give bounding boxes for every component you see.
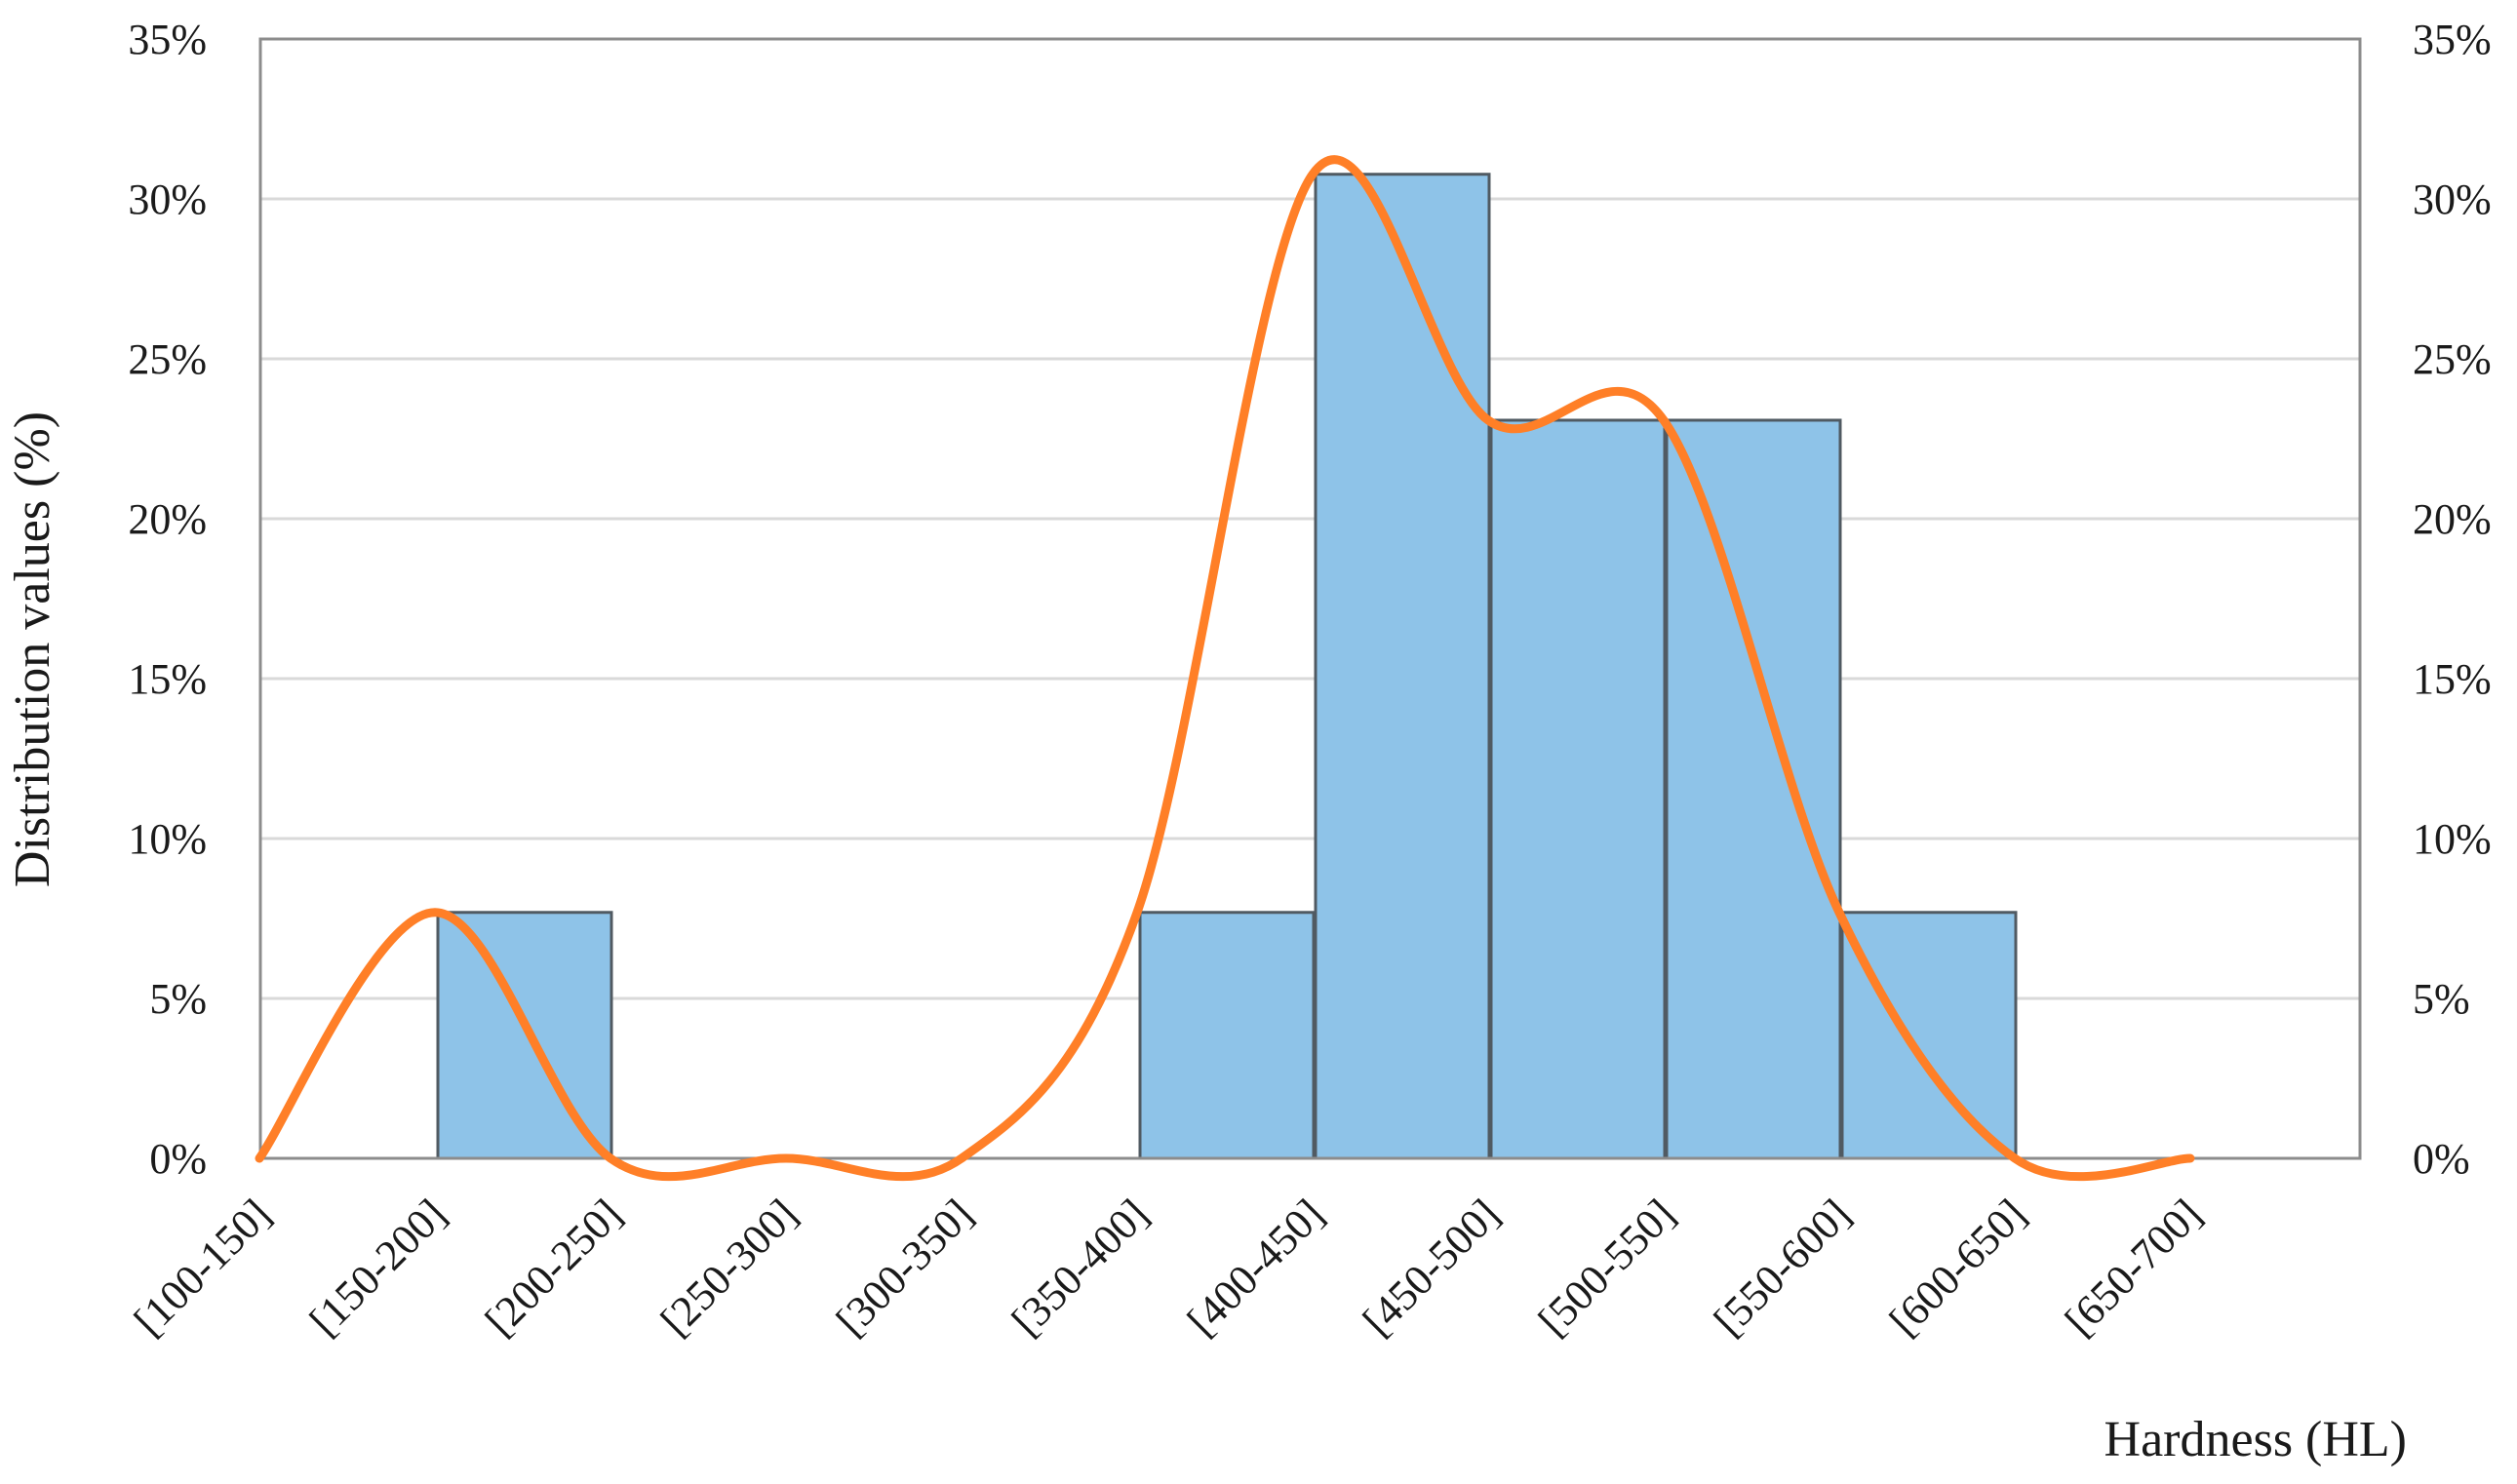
x-tick-label: [400-450] <box>1178 1190 1333 1345</box>
secondary-y-tick-label: 35% <box>2413 16 2492 63</box>
x-tick-label: [250-300] <box>651 1190 806 1345</box>
secondary-y-tick-label: 20% <box>2413 495 2492 543</box>
histogram-bar <box>1489 418 1667 1160</box>
y-tick-label: 20% <box>128 495 207 543</box>
histogram-bar <box>1314 173 1491 1160</box>
y-axis-title: Distribution values (%) <box>5 411 60 887</box>
secondary-y-axis-ticks: 0% 5% 10% 15% 20% 25% 30% 35% <box>2413 16 2492 1183</box>
x-axis-ticks: [100-150] [150-200] [200-250] [250-300] [300… <box>125 1190 2211 1345</box>
x-tick-label: [200-250] <box>476 1190 631 1345</box>
y-axis-ticks: 0% 5% 10% 15% 20% 25% 30% 35% <box>128 16 207 1183</box>
x-tick-label: [600-650] <box>1880 1190 2035 1345</box>
x-tick-label: [350-400] <box>1003 1190 1158 1345</box>
x-tick-label: [450-500] <box>1354 1190 1509 1345</box>
histogram-bars <box>436 173 2018 1160</box>
x-tick-label: [150-200] <box>300 1190 455 1345</box>
x-tick-label: [500-550] <box>1529 1190 1684 1345</box>
distribution-curve <box>255 155 2195 1182</box>
x-tick-label: [100-150] <box>125 1190 280 1345</box>
secondary-y-tick-label: 25% <box>2413 335 2492 383</box>
x-tick-label: [550-600] <box>1705 1190 1860 1345</box>
y-tick-label: 0% <box>149 1135 207 1183</box>
histogram-bar <box>436 911 613 1160</box>
x-tick-label: [650-700] <box>2056 1190 2211 1345</box>
y-tick-label: 30% <box>128 176 207 223</box>
y-tick-label: 35% <box>128 16 207 63</box>
y-tick-label: 10% <box>128 815 207 863</box>
secondary-y-tick-label: 10% <box>2413 815 2492 863</box>
secondary-y-tick-label: 30% <box>2413 176 2492 223</box>
y-tick-label: 15% <box>128 655 207 703</box>
secondary-y-tick-label: 5% <box>2413 975 2470 1023</box>
x-tick-label: [300-350] <box>827 1190 982 1345</box>
x-axis-title: Hardness (HL) <box>2104 1412 2407 1467</box>
y-tick-label: 25% <box>128 335 207 383</box>
histogram-bar <box>1138 911 1316 1160</box>
histogram-bar <box>1665 418 1842 1160</box>
plot-area-frame <box>258 37 2362 1160</box>
histogram-bar <box>1840 911 2018 1160</box>
secondary-y-tick-label: 15% <box>2413 655 2492 703</box>
secondary-y-tick-label: 0% <box>2413 1135 2470 1183</box>
y-tick-label: 5% <box>149 975 207 1023</box>
gridlines <box>260 197 2360 1000</box>
distribution-curve-layer <box>255 155 2195 1182</box>
